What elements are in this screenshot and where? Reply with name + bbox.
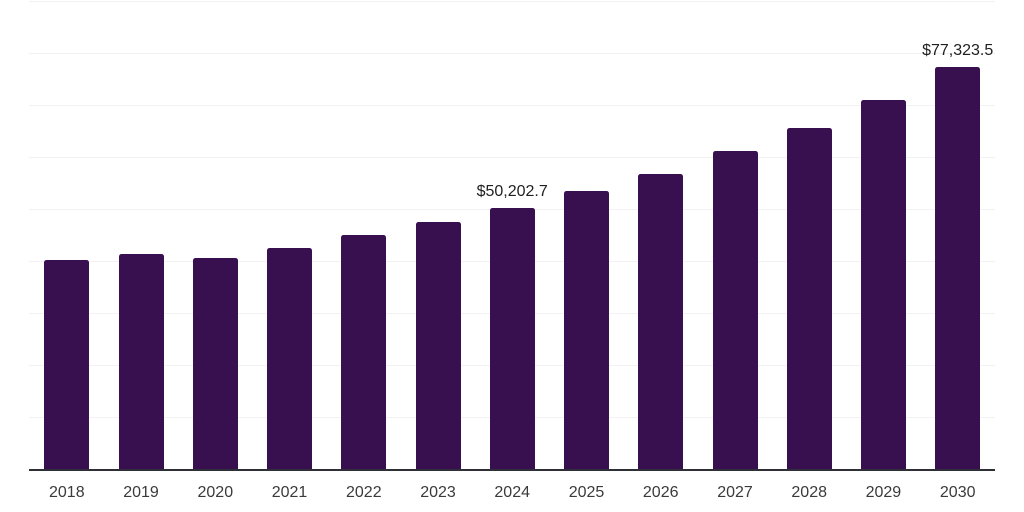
bar-2024[interactable] [489,208,535,470]
bar-2030[interactable] [935,67,981,470]
value-label-2024: $50,202.7 [476,183,548,201]
bar-2025[interactable] [564,191,609,470]
x-axis-label-2018: 2018 [49,484,85,501]
x-axis-label-2028: 2028 [791,484,827,501]
x-axis-label-2025: 2025 [568,484,605,501]
x-axis-label-2027: 2027 [717,484,753,501]
x-axis-label-2030: 2030 [939,484,976,501]
bar-2021[interactable] [267,247,312,470]
x-axis-label-2021: 2021 [271,484,308,501]
bar-2018[interactable] [44,260,90,470]
gridline-80000 [29,53,995,55]
bar-2019[interactable] [118,253,164,470]
x-axis-label-2026: 2026 [642,484,679,501]
bar-2026[interactable] [638,173,684,470]
bar-2027[interactable] [712,151,758,470]
bar-2022[interactable] [341,234,387,470]
x-axis-label-2022: 2022 [346,484,382,501]
gridline-60000 [29,157,995,159]
bar-2028[interactable] [786,128,832,470]
gridline-90000 [29,1,995,3]
x-axis [29,469,995,471]
gridline-70000 [29,105,995,107]
x-axis-label-2023: 2023 [420,484,456,501]
x-axis-label-2019: 2019 [123,484,159,501]
bar-2023[interactable] [415,222,461,470]
x-axis-label-2020: 2020 [197,484,234,501]
bar-2029[interactable] [860,100,906,470]
x-axis-label-2024: 2024 [494,484,530,501]
x-axis-label-2029: 2029 [865,484,902,501]
value-label-2030: $77,323.5 [922,42,994,60]
bar-2020[interactable] [192,257,238,470]
